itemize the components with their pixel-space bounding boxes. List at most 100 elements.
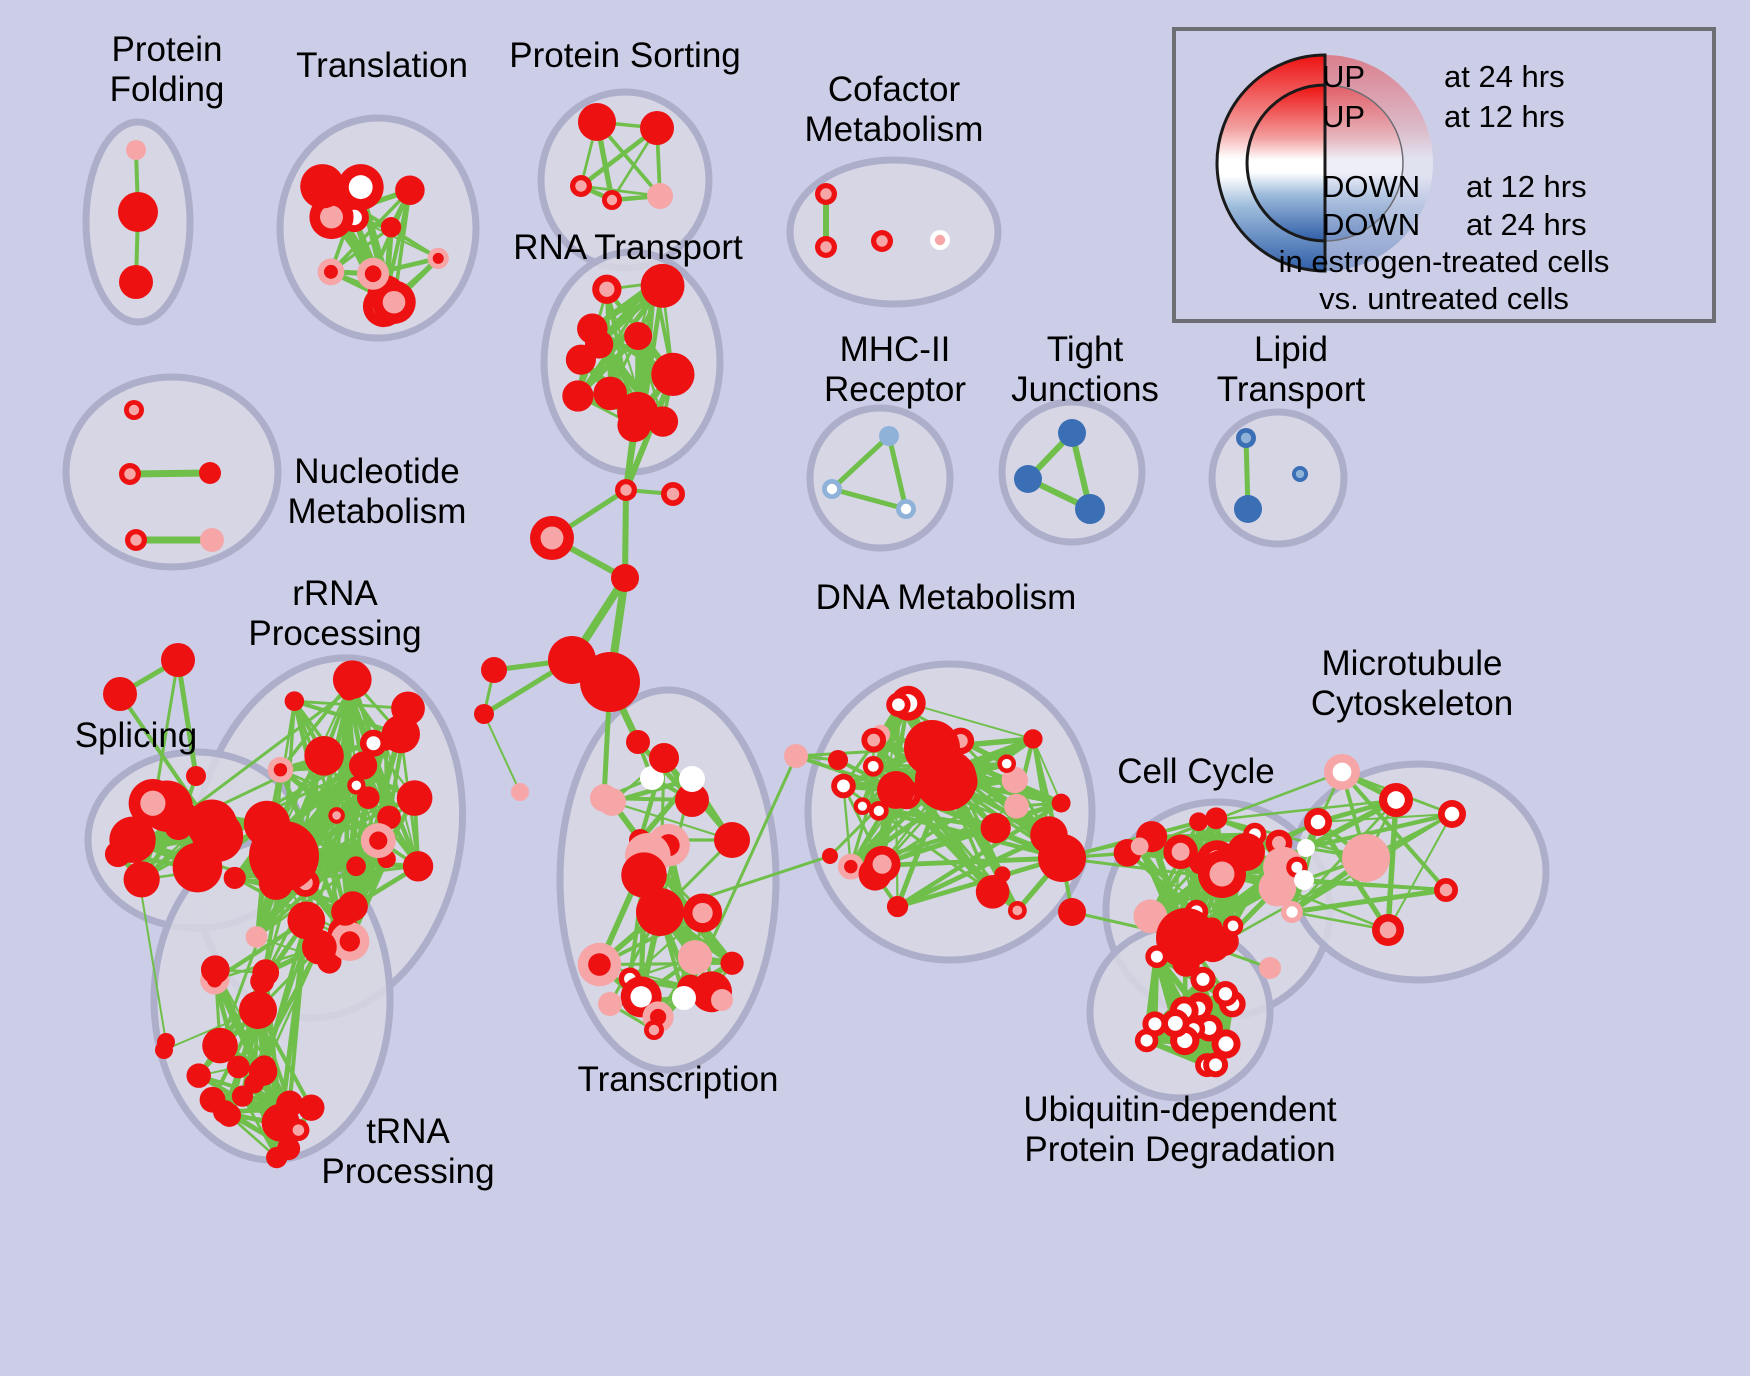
network-node[interactable] — [244, 1073, 264, 1094]
network-node[interactable] — [380, 217, 402, 238]
network-node[interactable] — [1051, 793, 1071, 813]
network-node[interactable] — [284, 691, 305, 711]
network-node[interactable] — [1075, 494, 1105, 524]
network-node[interactable] — [994, 866, 1011, 883]
network-node[interactable] — [980, 813, 1011, 844]
network-node[interactable] — [391, 691, 425, 726]
network-node[interactable] — [1007, 901, 1027, 920]
network-node[interactable] — [577, 942, 622, 987]
network-node[interactable] — [298, 1094, 325, 1121]
network-node[interactable] — [831, 773, 856, 799]
network-node[interactable] — [1001, 766, 1029, 794]
network-node[interactable] — [1324, 754, 1360, 790]
network-node[interactable] — [577, 313, 608, 344]
network-node[interactable] — [395, 175, 425, 205]
network-node[interactable] — [126, 140, 146, 160]
network-node[interactable] — [647, 183, 673, 209]
network-node[interactable] — [1130, 837, 1149, 856]
network-node[interactable] — [644, 1020, 664, 1040]
network-node[interactable] — [1297, 839, 1315, 857]
network-node[interactable] — [125, 529, 147, 551]
network-node[interactable] — [593, 376, 627, 411]
network-node[interactable] — [226, 1055, 250, 1079]
network-node[interactable] — [118, 192, 158, 232]
network-node[interactable] — [200, 955, 230, 984]
network-node[interactable] — [332, 660, 372, 700]
network-node[interactable] — [615, 479, 637, 501]
network-node[interactable] — [714, 822, 750, 858]
network-node[interactable] — [267, 756, 294, 783]
network-node[interactable] — [879, 426, 899, 446]
network-node[interactable] — [103, 677, 137, 711]
network-node[interactable] — [1156, 908, 1216, 968]
network-node[interactable] — [1190, 966, 1216, 992]
network-node[interactable] — [1222, 915, 1244, 937]
network-node[interactable] — [347, 776, 366, 795]
network-node[interactable] — [822, 479, 842, 499]
network-node[interactable] — [640, 111, 674, 145]
network-node[interactable] — [128, 778, 178, 828]
network-node[interactable] — [592, 274, 622, 304]
network-node[interactable] — [1259, 957, 1281, 979]
network-node[interactable] — [997, 754, 1017, 773]
network-node[interactable] — [186, 1063, 211, 1088]
network-node[interactable] — [677, 940, 713, 975]
network-node[interactable] — [304, 736, 344, 776]
network-node[interactable] — [675, 783, 709, 817]
network-node[interactable] — [640, 766, 664, 790]
network-node[interactable] — [1294, 870, 1314, 890]
network-node[interactable] — [1203, 1052, 1229, 1078]
network-node[interactable] — [877, 771, 915, 809]
network-node[interactable] — [672, 986, 696, 1010]
network-node[interactable] — [1133, 899, 1168, 934]
network-node[interactable] — [651, 352, 695, 396]
network-node[interactable] — [578, 103, 616, 141]
network-node[interactable] — [871, 230, 893, 252]
network-node[interactable] — [223, 866, 246, 890]
network-node[interactable] — [1205, 807, 1228, 830]
network-node[interactable] — [331, 897, 360, 926]
network-node[interactable] — [1234, 495, 1262, 523]
network-node[interactable] — [1023, 729, 1043, 749]
network-node[interactable] — [186, 766, 206, 786]
network-node[interactable] — [155, 1041, 173, 1059]
network-node[interactable] — [1227, 833, 1265, 871]
network-node[interactable] — [123, 861, 160, 898]
network-node[interactable] — [199, 462, 221, 484]
network-node[interactable] — [580, 652, 640, 712]
network-node[interactable] — [649, 743, 679, 773]
network-node[interactable] — [598, 788, 626, 816]
network-node[interactable] — [679, 766, 705, 792]
network-node[interactable] — [602, 190, 622, 210]
network-node[interactable] — [784, 744, 808, 768]
network-node[interactable] — [975, 874, 1010, 909]
network-node[interactable] — [720, 951, 744, 975]
network-node[interactable] — [617, 408, 652, 443]
network-node[interactable] — [711, 989, 733, 1011]
network-node[interactable] — [200, 528, 224, 552]
network-node[interactable] — [161, 643, 195, 677]
network-node[interactable] — [481, 657, 507, 683]
network-node[interactable] — [642, 271, 667, 296]
network-node[interactable] — [372, 280, 416, 324]
network-node[interactable] — [930, 230, 950, 250]
network-node[interactable] — [124, 400, 144, 420]
network-node[interactable] — [357, 257, 390, 290]
network-node[interactable] — [1014, 465, 1042, 493]
network-node[interactable] — [427, 247, 449, 269]
network-node[interactable] — [853, 797, 872, 816]
network-node[interactable] — [636, 888, 684, 936]
network-node[interactable] — [202, 1027, 238, 1064]
network-node[interactable] — [126, 829, 156, 859]
network-node[interactable] — [287, 1119, 310, 1142]
network-node[interactable] — [317, 258, 345, 286]
network-node[interactable] — [119, 463, 141, 485]
network-node[interactable] — [822, 848, 838, 864]
network-node[interactable] — [815, 183, 837, 205]
network-node[interactable] — [863, 845, 901, 883]
network-node[interactable] — [896, 499, 916, 519]
network-node[interactable] — [530, 516, 574, 560]
network-node[interactable] — [1058, 419, 1086, 447]
network-node[interactable] — [828, 750, 848, 770]
network-node[interactable] — [337, 164, 384, 211]
